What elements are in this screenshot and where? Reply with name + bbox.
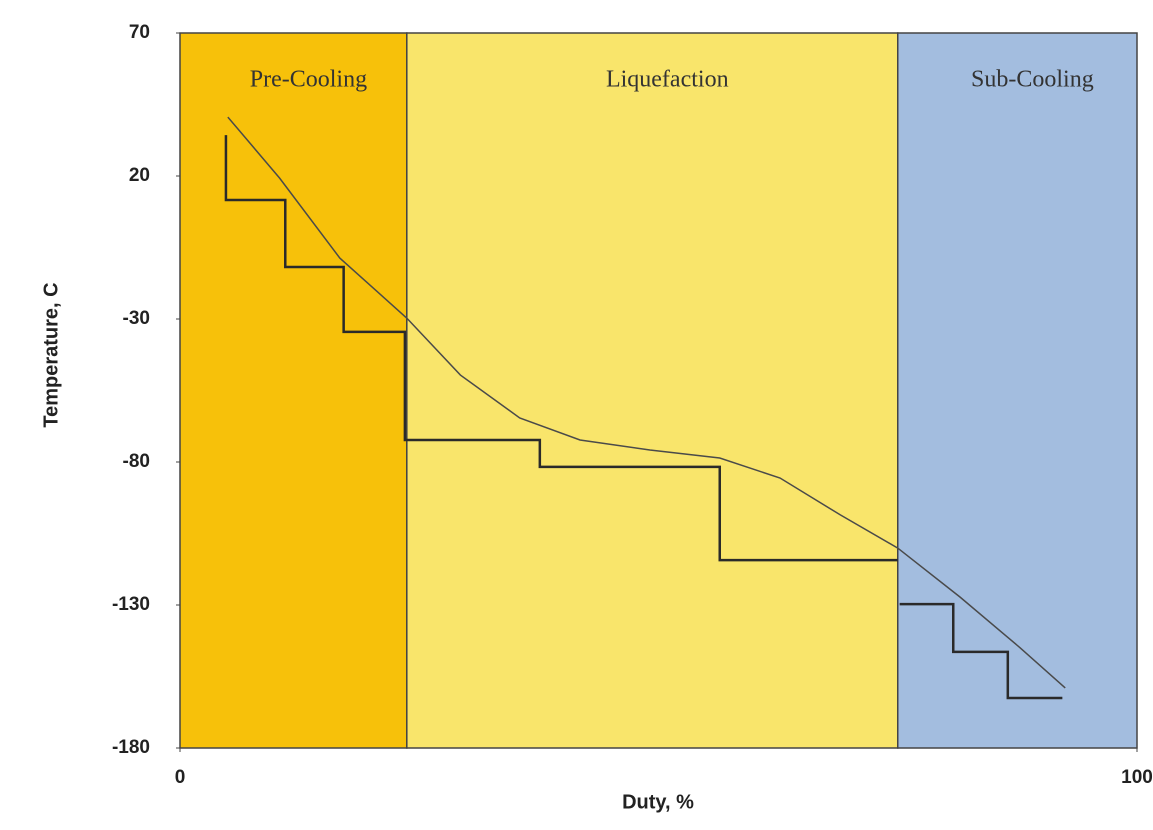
y-tick-label: -130 [112,594,150,615]
series-line [224,135,1063,700]
series-line [227,116,1066,689]
region-label: Sub-Cooling [971,67,1094,93]
x-tick-label: 100 [1121,767,1153,788]
x-axis-label: Duty, % [622,791,694,813]
y-tick-label: 70 [129,22,150,43]
y-tick-label: -180 [112,737,150,758]
region-label: Liquefaction [606,67,729,93]
region [179,32,408,749]
region [897,32,1138,749]
y-axis-label: Temperature, C [40,282,62,427]
region [406,32,899,749]
y-tick-label: -80 [123,451,150,472]
x-tick-label: 0 [175,767,186,788]
region-label: Pre-Cooling [250,67,367,93]
y-tick-label: 20 [129,165,150,186]
y-tick-label: -30 [123,308,150,329]
